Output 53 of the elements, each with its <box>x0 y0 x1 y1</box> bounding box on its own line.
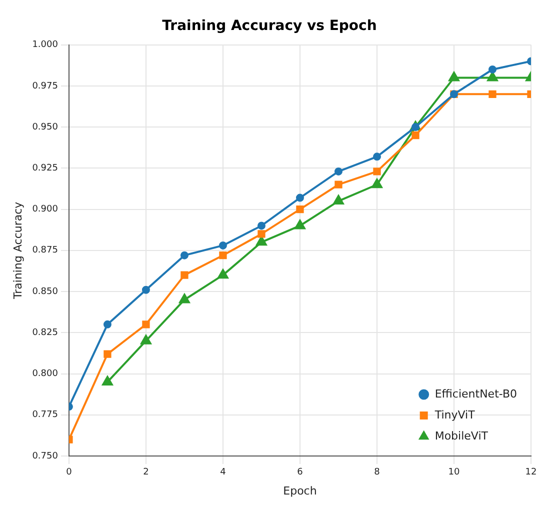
point <box>103 320 112 328</box>
x-tick-label: 6 <box>297 468 304 478</box>
point <box>373 168 381 176</box>
x-tick-label: 10 <box>448 468 460 478</box>
point <box>333 195 344 205</box>
point <box>296 205 304 214</box>
x-axis-title: Epoch <box>283 484 317 498</box>
legend-label: TinyViT <box>434 408 476 422</box>
y-axis-title: Training Accuracy <box>11 201 24 300</box>
point <box>142 320 150 328</box>
point <box>257 222 266 230</box>
point <box>218 241 227 250</box>
legend-label: MobileViT <box>434 429 488 442</box>
point <box>140 334 152 344</box>
point <box>488 90 496 98</box>
point <box>180 271 188 279</box>
x-tick-label: 8 <box>374 468 380 478</box>
y-tick-label: 0.925 <box>32 164 58 174</box>
legend-label: EfficientNet-B0 <box>434 387 518 400</box>
point <box>102 376 113 386</box>
point <box>334 167 342 176</box>
y-tick-label: 0.950 <box>32 122 58 132</box>
x-tick-label: 12 <box>525 468 537 478</box>
y-tick-label: 0.775 <box>32 410 58 420</box>
point <box>334 180 342 188</box>
y-tick-label: 0.900 <box>32 204 58 215</box>
y-tick-label: 0.750 <box>32 451 58 462</box>
point <box>372 152 381 161</box>
point <box>488 65 496 74</box>
y-tick-label: 0.800 <box>32 369 58 380</box>
point <box>218 269 228 279</box>
point <box>142 286 150 294</box>
point <box>412 131 420 140</box>
y-tick-label: 0.825 <box>32 328 58 338</box>
y-tick-label: 0.875 <box>32 246 58 256</box>
point <box>294 220 306 230</box>
point <box>179 294 190 304</box>
point <box>448 72 460 82</box>
y-tick-label: 1.000 <box>32 40 58 50</box>
x-tick-label: 2 <box>143 468 149 478</box>
point <box>258 230 266 238</box>
point <box>372 178 382 188</box>
point <box>296 194 304 202</box>
y-tick-label: 0.850 <box>32 286 58 297</box>
y-tick-label: 0.975 <box>32 81 58 92</box>
point <box>180 251 188 260</box>
x-tick-label: 0 <box>66 468 72 478</box>
x-tick-label: 4 <box>220 468 226 478</box>
point <box>487 72 498 82</box>
chart-title: Training Accuracy vs Epoch <box>162 18 377 34</box>
point <box>256 236 267 246</box>
point <box>104 350 112 358</box>
point <box>219 252 227 260</box>
